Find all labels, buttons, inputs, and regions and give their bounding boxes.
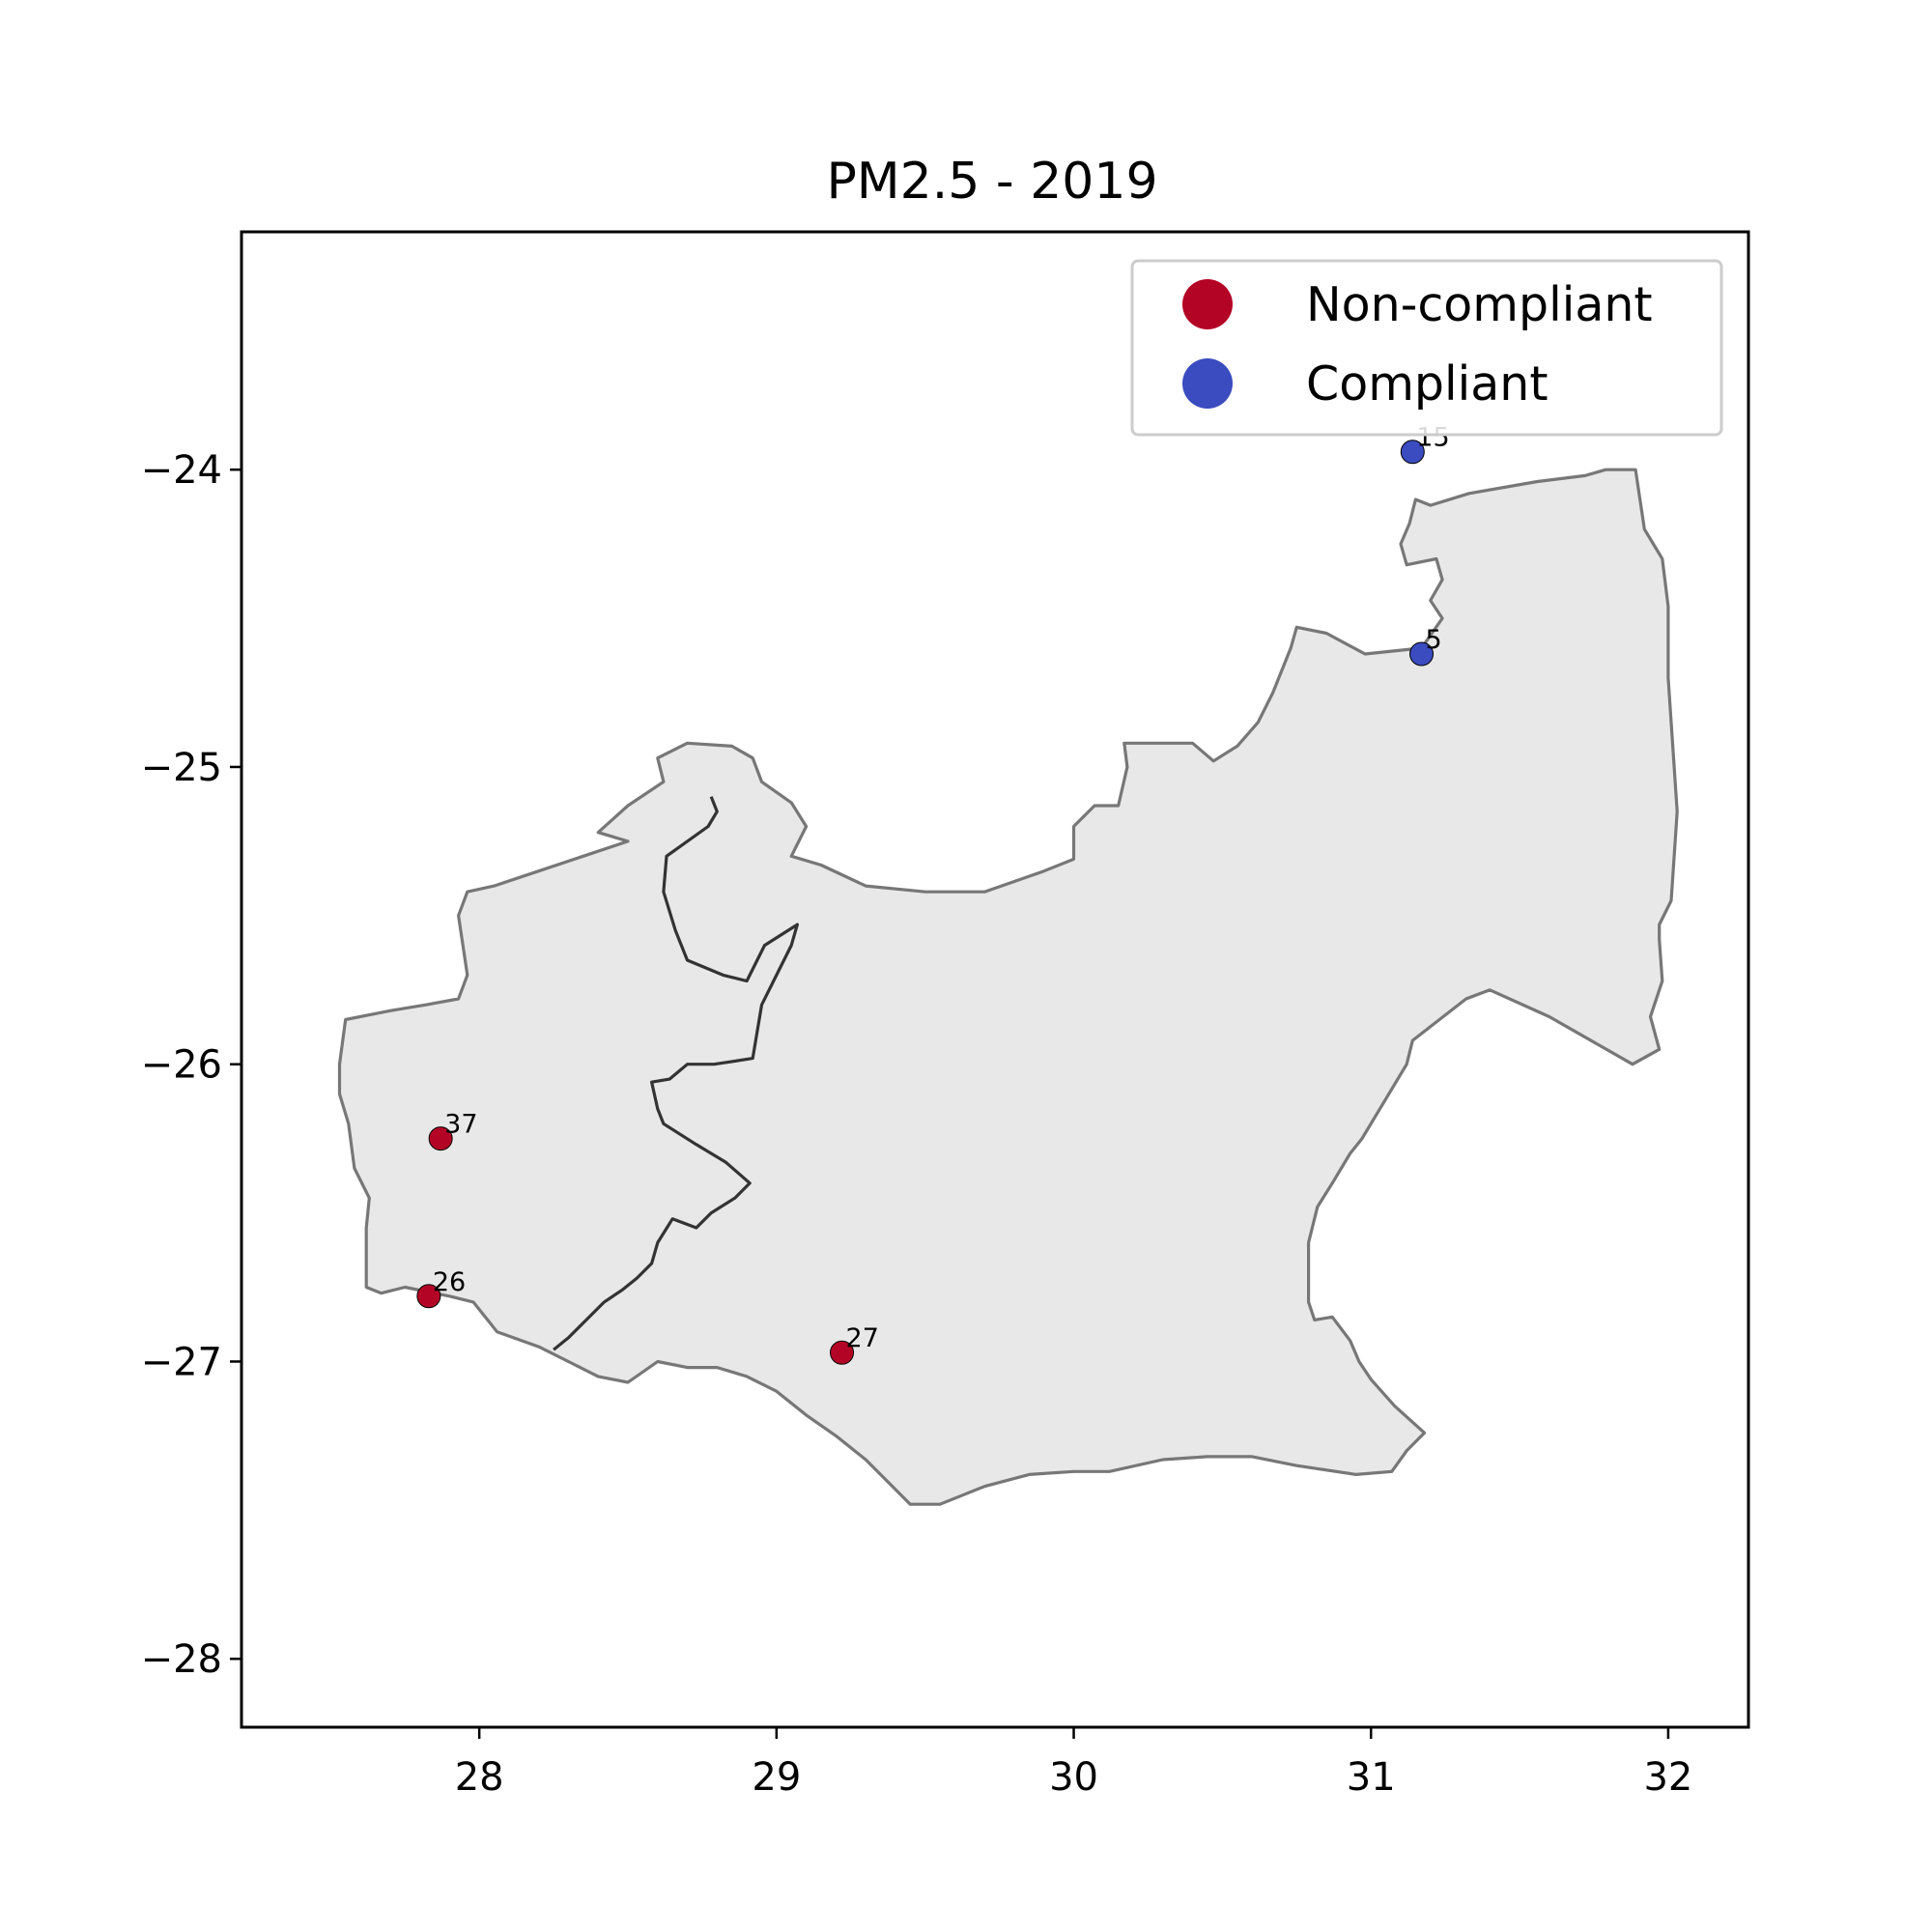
y-tick-label: −27: [141, 1340, 222, 1384]
legend-label-non-compliant: Non-compliant: [1306, 277, 1653, 332]
y-tick-label: −24: [141, 448, 222, 493]
point-label: 27: [846, 1323, 879, 1353]
inner-border-line: [553, 796, 799, 1351]
legend-label-compliant: Compliant: [1306, 356, 1548, 412]
legend-dot-compliant: [1182, 358, 1233, 409]
y-tick-label: −25: [141, 746, 222, 790]
y-tick-label: −28: [141, 1637, 222, 1682]
chart-title: PM2.5 - 2019: [826, 153, 1157, 211]
x-axis-ticks: 28 29 30 31 32: [455, 1727, 1692, 1800]
legend-box: [1130, 259, 1723, 437]
x-tick-label: 30: [1049, 1755, 1098, 1800]
x-tick-label: 28: [455, 1755, 504, 1800]
point-label: 26: [433, 1267, 466, 1297]
point-non-compliant-0: [428, 1126, 453, 1151]
point-label: 37: [444, 1110, 477, 1140]
x-tick-label: 32: [1643, 1755, 1692, 1800]
legend: Non-compliant Compliant: [1130, 259, 1723, 437]
legend-dot-non-compliant: [1182, 279, 1233, 329]
x-tick-label: 29: [752, 1755, 801, 1800]
axes-frame: [240, 230, 1750, 1729]
point-non-compliant-1: [416, 1284, 441, 1309]
x-tick-label: 31: [1347, 1755, 1396, 1800]
point-label: 5: [1426, 625, 1442, 655]
point-non-compliant-2: [830, 1340, 855, 1365]
point-compliant-0: [1400, 440, 1425, 465]
y-axis-ticks: −24 −25 −26 −27 −28: [141, 448, 242, 1682]
y-tick-label: −26: [141, 1043, 222, 1088]
region-polygon: [337, 468, 1679, 1506]
point-compliant-1: [1409, 641, 1435, 667]
